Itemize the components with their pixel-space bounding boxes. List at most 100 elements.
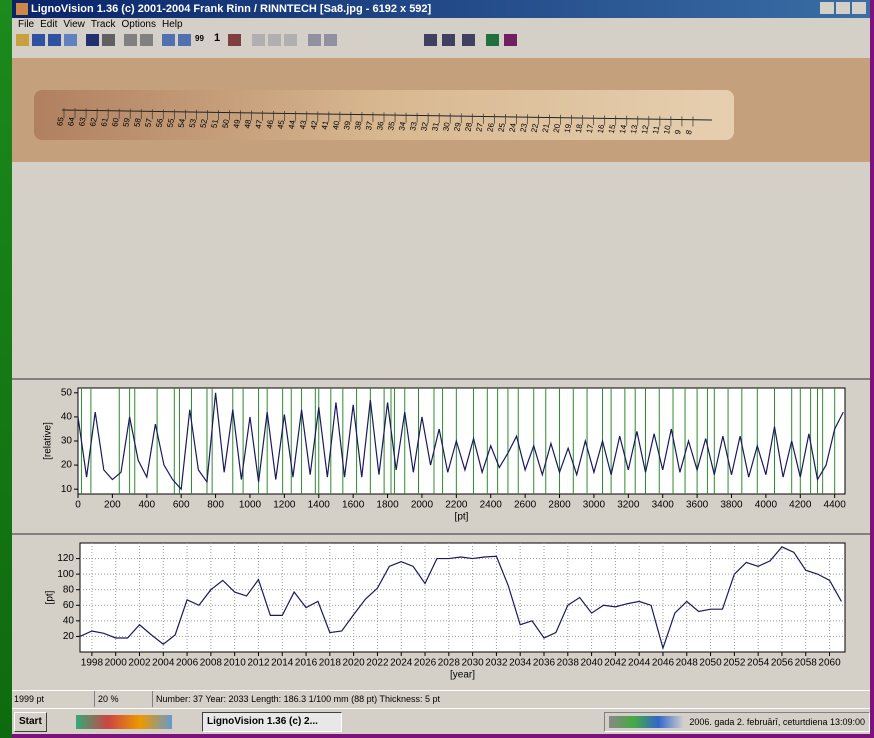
y-tick-label: 20: [63, 631, 75, 642]
tool-icon[interactable]: [324, 34, 337, 46]
x-tick-label: 2046: [652, 658, 675, 669]
menu-item[interactable]: View: [63, 19, 85, 30]
plot-area: [78, 388, 845, 494]
x-tick-label: 1400: [308, 500, 331, 511]
taskbar: Start LignoVision 1.36 (c) 2... 2006. ga…: [12, 708, 870, 734]
tool-icon[interactable]: [124, 34, 137, 46]
minimize-button[interactable]: [820, 2, 834, 14]
menu-item[interactable]: Help: [162, 19, 183, 30]
tool-icon[interactable]: [140, 34, 153, 46]
x-tick-label: 3200: [617, 500, 640, 511]
x-tick-label: 4000: [755, 500, 778, 511]
menu-item[interactable]: Track: [91, 19, 116, 30]
page: LignoVision 1.36 (c) 2001-2004 Frank Rin…: [0, 0, 874, 738]
x-tick-label: 2050: [699, 658, 722, 669]
menu-item[interactable]: Options: [122, 19, 156, 30]
x-tick-label: 2006: [176, 658, 199, 669]
chart-panel: 2040608010012019982000200220042006200820…: [12, 533, 870, 687]
tool-icon[interactable]: [32, 34, 45, 46]
tool-icon[interactable]: [228, 34, 241, 46]
x-axis-label: [pt]: [455, 512, 469, 523]
x-tick-label: 1600: [342, 500, 365, 511]
y-tick-label: 10: [61, 484, 73, 495]
tool-icon[interactable]: [48, 34, 61, 46]
tool-text[interactable]: 1: [214, 32, 220, 44]
x-tick-label: 2038: [557, 658, 580, 669]
tool-icon[interactable]: [268, 34, 281, 46]
x-tick-label: 2030: [461, 658, 484, 669]
x-tick-label: 800: [207, 500, 224, 511]
tool-icon[interactable]: [486, 34, 499, 46]
status-bar: 1999 pt 20 % Number: 37 Year: 2033 Lengt…: [12, 690, 870, 707]
x-tick-label: 4400: [824, 500, 847, 511]
status-field: 1999 pt: [12, 691, 95, 707]
x-tick-label: 2016: [295, 658, 318, 669]
x-tick-label: 1200: [273, 500, 296, 511]
window-title: LignoVision 1.36 (c) 2001-2004 Frank Rin…: [31, 3, 431, 15]
x-tick-label: 2400: [480, 500, 503, 511]
tray-icons[interactable]: [609, 716, 683, 728]
tool-icon[interactable]: [442, 34, 455, 46]
tool-icon[interactable]: [162, 34, 175, 46]
tool-icon[interactable]: [102, 34, 115, 46]
tool-icon[interactable]: [504, 34, 517, 46]
x-tick-label: 2800: [548, 500, 571, 511]
x-tick-label: 2032: [485, 658, 508, 669]
tool-icon[interactable]: [308, 34, 321, 46]
x-tick-label: 4200: [789, 500, 812, 511]
x-tick-label: 0: [75, 500, 81, 511]
tool-icon[interactable]: [284, 34, 297, 46]
tool-icon[interactable]: [16, 34, 29, 46]
x-tick-label: 2028: [438, 658, 461, 669]
start-button[interactable]: Start: [14, 712, 47, 732]
y-tick-label: 100: [57, 569, 74, 580]
x-tick-label: 2018: [319, 658, 342, 669]
status-field: Number: 37 Year: 2033 Length: 186.3 1/10…: [154, 691, 856, 707]
app-icon: [16, 3, 28, 15]
x-tick-label: 2200: [445, 500, 468, 511]
x-tick-label: 3000: [583, 500, 606, 511]
tool-icon[interactable]: [424, 34, 437, 46]
tool-icon[interactable]: [178, 34, 191, 46]
x-tick-label: 400: [138, 500, 155, 511]
plot-area: [80, 543, 845, 652]
x-tick-label: 1800: [376, 500, 399, 511]
x-tick-label: 3800: [720, 500, 743, 511]
system-tray: 2006. gada 2. februārī, ceturtdiena 13:0…: [604, 712, 870, 732]
tool-icon[interactable]: [462, 34, 475, 46]
y-tick-label: 30: [61, 436, 73, 447]
y-tick-label: 80: [63, 584, 75, 595]
x-tick-label: 2024: [390, 658, 413, 669]
menu-item[interactable]: Edit: [40, 19, 57, 30]
menu-item[interactable]: File: [18, 19, 34, 30]
app-window: LignoVision 1.36 (c) 2001-2004 Frank Rin…: [12, 0, 870, 734]
y-tick-label: 60: [63, 600, 75, 611]
x-tick-label: 2014: [271, 658, 294, 669]
x-tick-label: 2058: [795, 658, 818, 669]
menu-bar: File Edit View Track Options Help: [12, 18, 183, 32]
y-tick-label: 40: [61, 412, 73, 423]
maximize-button[interactable]: [836, 2, 850, 14]
x-axis-label: [year]: [450, 670, 475, 681]
title-bar: LignoVision 1.36 (c) 2001-2004 Frank Rin…: [12, 0, 870, 18]
x-tick-label: 2008: [200, 658, 223, 669]
task-button[interactable]: LignoVision 1.36 (c) 2...: [202, 712, 342, 732]
x-tick-label: 600: [173, 500, 190, 511]
x-tick-label: 2000: [105, 658, 128, 669]
window-controls: [818, 2, 866, 20]
close-button[interactable]: [852, 2, 866, 14]
x-tick-label: 2040: [580, 658, 603, 669]
x-tick-label: 2056: [771, 658, 794, 669]
quick-launch[interactable]: [76, 715, 172, 729]
desktop-edge: [0, 0, 12, 738]
tool-icon[interactable]: [86, 34, 99, 46]
tool-text[interactable]: 99: [195, 34, 204, 43]
x-tick-label: 2036: [533, 658, 556, 669]
x-tick-label: 2048: [676, 658, 699, 669]
x-tick-label: 3600: [686, 500, 709, 511]
x-tick-label: 2004: [152, 658, 175, 669]
x-tick-label: 1000: [239, 500, 262, 511]
tool-icon[interactable]: [64, 34, 77, 46]
tool-icon[interactable]: [252, 34, 265, 46]
